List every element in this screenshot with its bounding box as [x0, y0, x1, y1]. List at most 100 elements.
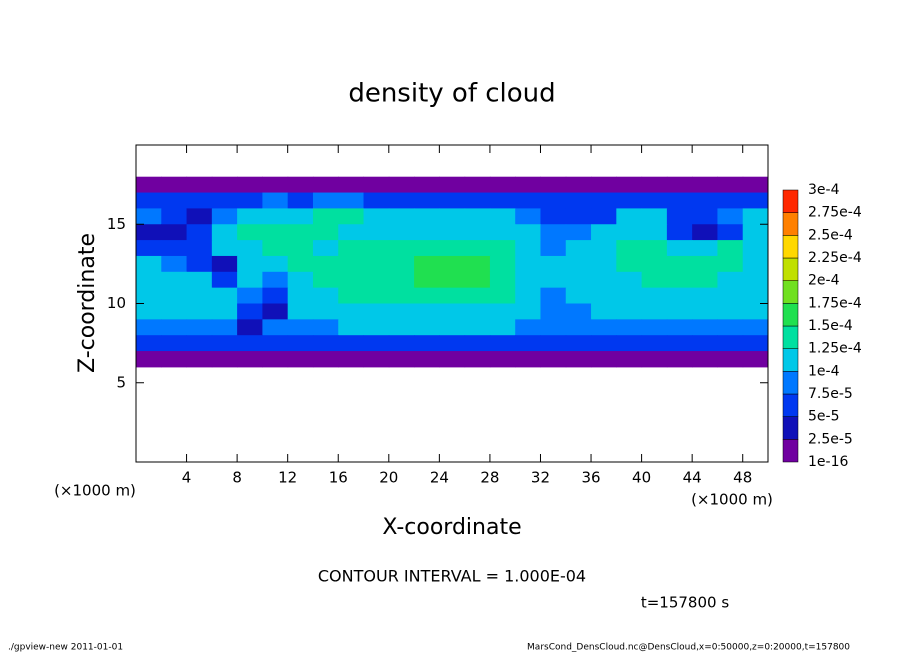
heat-cell	[692, 319, 718, 336]
heat-cell	[616, 208, 643, 225]
heat-cell	[388, 224, 415, 241]
colorbar-swatch	[782, 371, 799, 395]
heat-cell	[161, 224, 188, 241]
heat-cell	[312, 255, 339, 273]
heat-cell	[262, 255, 289, 273]
heat-cell	[464, 176, 491, 194]
colorbar-swatch	[782, 348, 799, 372]
heat-cell	[237, 176, 263, 194]
heat-cell	[388, 208, 415, 225]
heat-cell	[237, 287, 263, 304]
colorbar-swatch	[782, 303, 799, 327]
heat-cell	[616, 287, 643, 304]
heat-cell	[515, 319, 541, 336]
heat-cell	[338, 224, 365, 241]
heat-cell	[666, 303, 693, 320]
heat-cell	[136, 176, 162, 194]
heat-cell	[186, 224, 213, 241]
heat-cell	[338, 319, 365, 336]
heat-cell	[692, 224, 718, 241]
heat-cell	[338, 240, 365, 257]
heat-cell	[439, 303, 466, 320]
heat-cell	[262, 351, 289, 368]
heat-cell	[136, 240, 162, 257]
colorbar-label: 1.25e-4	[808, 341, 862, 357]
heat-cell	[363, 351, 390, 368]
heat-cell	[439, 255, 466, 273]
heat-cell	[363, 271, 390, 289]
heat-cell	[439, 224, 466, 241]
heat-cell	[616, 192, 643, 209]
heat-cell	[287, 287, 314, 304]
heat-cell	[211, 335, 238, 352]
heat-cell	[237, 319, 263, 336]
heat-cell	[414, 224, 440, 241]
heat-cell	[287, 303, 314, 320]
footer-right: MarsCond_DensCloud.nc@DensCloud,x=0:5000…	[527, 643, 850, 653]
y-axis-title: Z-coordinate	[75, 233, 100, 373]
heat-cell	[540, 176, 567, 194]
heat-cell	[312, 303, 339, 320]
heat-cell	[338, 176, 365, 194]
colorbar-swatch	[782, 257, 799, 281]
heat-cell	[742, 208, 769, 225]
heat-cell	[591, 224, 617, 241]
heat-cell	[515, 287, 541, 304]
heat-cell	[262, 271, 289, 289]
heat-cell	[641, 176, 668, 194]
heat-cell	[515, 271, 541, 289]
heat-cell	[186, 319, 213, 336]
heat-cell	[464, 287, 491, 304]
heat-cell	[211, 192, 238, 209]
heat-cell	[742, 335, 769, 352]
x-tick-label: 36	[581, 469, 600, 487]
heat-cell	[464, 271, 491, 289]
heat-cell	[363, 319, 390, 336]
heat-cell	[641, 224, 668, 241]
heat-cell	[742, 351, 769, 368]
heat-cell	[464, 303, 491, 320]
heat-cell	[540, 335, 567, 352]
heat-cell	[186, 287, 213, 304]
heat-cell	[591, 287, 617, 304]
heat-cell	[591, 240, 617, 257]
heat-cell	[641, 208, 668, 225]
heat-cell	[237, 335, 263, 352]
colorbar-swatch	[782, 439, 799, 463]
x-tick-label: 28	[480, 469, 499, 487]
heat-cell	[464, 208, 491, 225]
heat-cell	[515, 192, 541, 209]
heat-cell	[591, 255, 617, 273]
heat-cell	[414, 176, 440, 194]
heat-cell	[439, 319, 466, 336]
colorbar-label: 3e-4	[808, 182, 840, 198]
heat-cell	[591, 303, 617, 320]
heat-cell	[641, 351, 668, 368]
heat-cell	[262, 192, 289, 209]
heat-cell	[616, 255, 643, 273]
heat-cell	[414, 192, 440, 209]
heat-cell	[565, 271, 592, 289]
heat-cell	[565, 224, 592, 241]
heat-cell	[540, 208, 567, 225]
heat-cell	[312, 271, 339, 289]
heat-cell	[186, 335, 213, 352]
heat-cell	[439, 208, 466, 225]
heat-cell	[641, 255, 668, 273]
heat-cell	[186, 351, 213, 368]
heat-cell	[565, 192, 592, 209]
y-unit: (×1000 m)	[54, 482, 136, 500]
colorbar-label: 2.5e-5	[808, 431, 853, 447]
x-tick-label: 8	[232, 469, 242, 487]
heat-cell	[136, 303, 162, 320]
heat-cell	[565, 319, 592, 336]
heat-cell	[136, 224, 162, 241]
heat-cell	[515, 224, 541, 241]
heat-cell	[641, 271, 668, 289]
heat-cell	[439, 192, 466, 209]
heat-cell	[489, 271, 516, 289]
heat-cell	[515, 335, 541, 352]
time-label: t=157800 s	[641, 594, 729, 612]
heat-cell	[515, 208, 541, 225]
